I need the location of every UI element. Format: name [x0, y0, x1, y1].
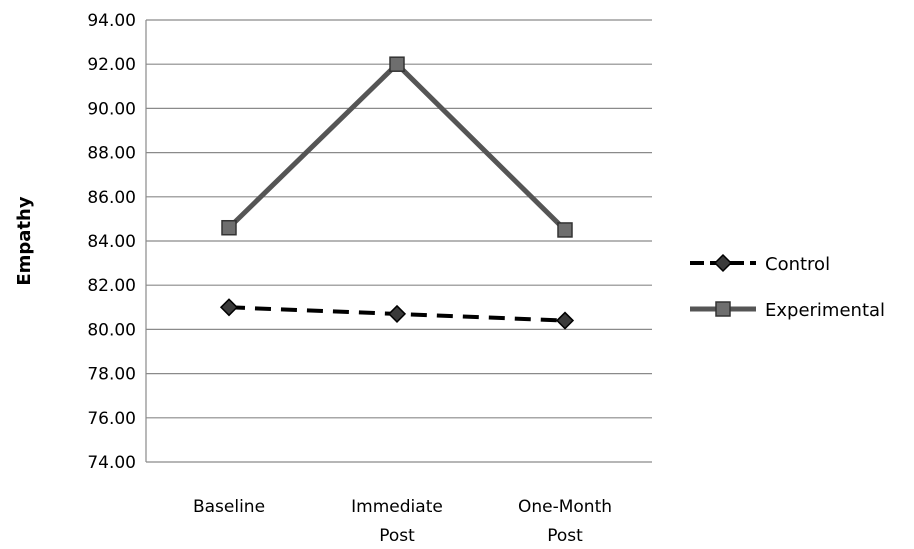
x-tick-label: One-Month Post — [518, 497, 612, 546]
series-experimental — [221, 56, 573, 238]
y-tick-label: 76.00 — [87, 409, 136, 429]
x-tick-label-line: Post — [379, 526, 415, 546]
x-tick-label-line: Immediate — [351, 497, 443, 517]
legend-label: Experimental — [765, 300, 885, 321]
y-tick-label: 74.00 — [87, 453, 136, 473]
y-tick-label: 88.00 — [87, 144, 136, 164]
y-tick-label: 86.00 — [87, 188, 136, 208]
x-tick-label: Immediate Post — [351, 497, 443, 546]
x-axis-ticks: Baseline Immediate Post One-Month Post — [193, 497, 612, 546]
y-axis-ticks: 74.00 76.00 78.00 80.00 82.00 84.00 86.00 88.00… — [87, 11, 136, 473]
y-axis-title: Empathy — [14, 196, 35, 286]
data-point — [387, 304, 407, 323]
data-point — [221, 219, 237, 236]
legend-item-control: Control — [690, 253, 830, 275]
y-tick-label: 82.00 — [87, 276, 136, 296]
y-tick-label: 94.00 — [87, 11, 136, 31]
legend-marker — [713, 253, 733, 273]
y-tick-label: 80.00 — [87, 320, 136, 340]
data-point — [389, 56, 405, 72]
x-tick-label-line: Baseline — [193, 497, 265, 517]
legend-label: Control — [765, 254, 830, 275]
data-point — [219, 298, 239, 317]
x-tick-label: Baseline — [193, 497, 265, 517]
series-control — [219, 298, 575, 330]
y-tick-label: 90.00 — [87, 99, 136, 119]
x-tick-label-line: One-Month — [518, 497, 612, 517]
legend-item-experimental: Experimental — [690, 300, 885, 321]
y-tick-label: 78.00 — [87, 365, 136, 385]
data-point — [557, 222, 573, 238]
legend: Control Experimental — [690, 253, 885, 321]
series-line — [227, 61, 567, 232]
x-tick-label-line: Post — [547, 526, 583, 546]
series-layer — [219, 56, 575, 330]
y-tick-label: 84.00 — [87, 232, 136, 252]
data-point — [555, 311, 575, 330]
y-tick-label: 92.00 — [87, 55, 136, 75]
gridlines — [146, 19, 652, 463]
legend-marker — [715, 301, 731, 317]
